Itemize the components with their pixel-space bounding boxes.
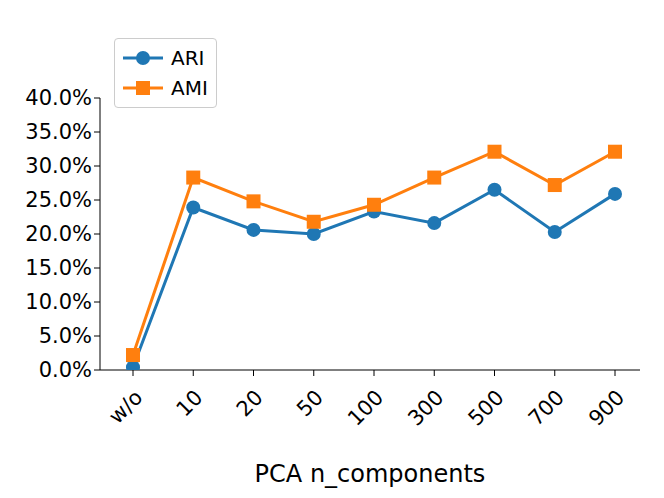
svg-text:50: 50 [292,385,328,421]
svg-text:10: 10 [172,385,208,421]
html-text:AMI: AMI [171,76,208,100]
svg-text:10.0%: 10.0% [25,290,92,314]
svg-text:PCA n_components: PCA n_components [255,460,486,488]
svg-text:20.0%: 20.0% [25,222,92,246]
svg-text:300: 300 [403,385,448,430]
svg-text:100: 100 [343,385,388,430]
svg-text:900: 900 [584,385,629,430]
svg-text:30.0%: 30.0% [25,154,92,178]
svg-text:15.0%: 15.0% [25,256,92,280]
html-text:ARI: ARI [171,46,205,70]
svg-text:20: 20 [232,385,268,421]
svg-text:700: 700 [524,385,569,430]
svg-text:w/o: w/o [104,385,147,428]
svg-text:500: 500 [463,385,508,430]
svg-text:0.0%: 0.0% [39,358,92,382]
svg-text:35.0%: 35.0% [25,120,92,144]
svg-text:25.0%: 25.0% [25,188,92,212]
svg-text:40.0%: 40.0% [25,86,92,110]
svg-text:5.0%: 5.0% [39,324,92,348]
